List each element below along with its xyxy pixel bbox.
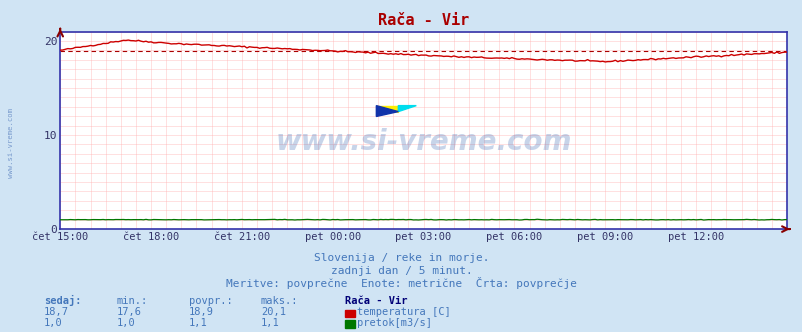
Text: 17,6: 17,6 — [116, 307, 141, 317]
Text: 20,1: 20,1 — [261, 307, 286, 317]
Text: 1,1: 1,1 — [188, 318, 207, 328]
Text: sedaj:: sedaj: — [44, 295, 82, 306]
Text: zadnji dan / 5 minut.: zadnji dan / 5 minut. — [330, 266, 472, 276]
Text: Rača - Vir: Rača - Vir — [345, 296, 407, 306]
Text: 1,1: 1,1 — [261, 318, 279, 328]
Text: min.:: min.: — [116, 296, 148, 306]
Text: 1,0: 1,0 — [44, 318, 63, 328]
Text: 18,9: 18,9 — [188, 307, 213, 317]
Polygon shape — [376, 106, 398, 112]
Polygon shape — [376, 106, 398, 117]
Text: www.si-vreme.com: www.si-vreme.com — [275, 128, 571, 156]
Text: 18,7: 18,7 — [44, 307, 69, 317]
Text: temperatura [C]: temperatura [C] — [357, 307, 451, 317]
Title: Rača - Vir: Rača - Vir — [378, 13, 468, 28]
Text: Meritve: povprečne  Enote: metrične  Črta: povprečje: Meritve: povprečne Enote: metrične Črta:… — [225, 277, 577, 289]
Text: povpr.:: povpr.: — [188, 296, 232, 306]
Text: www.si-vreme.com: www.si-vreme.com — [8, 108, 14, 178]
Text: 1,0: 1,0 — [116, 318, 135, 328]
Text: maks.:: maks.: — [261, 296, 298, 306]
Text: pretok[m3/s]: pretok[m3/s] — [357, 318, 431, 328]
Polygon shape — [398, 106, 415, 112]
Text: Slovenija / reke in morje.: Slovenija / reke in morje. — [314, 253, 488, 263]
